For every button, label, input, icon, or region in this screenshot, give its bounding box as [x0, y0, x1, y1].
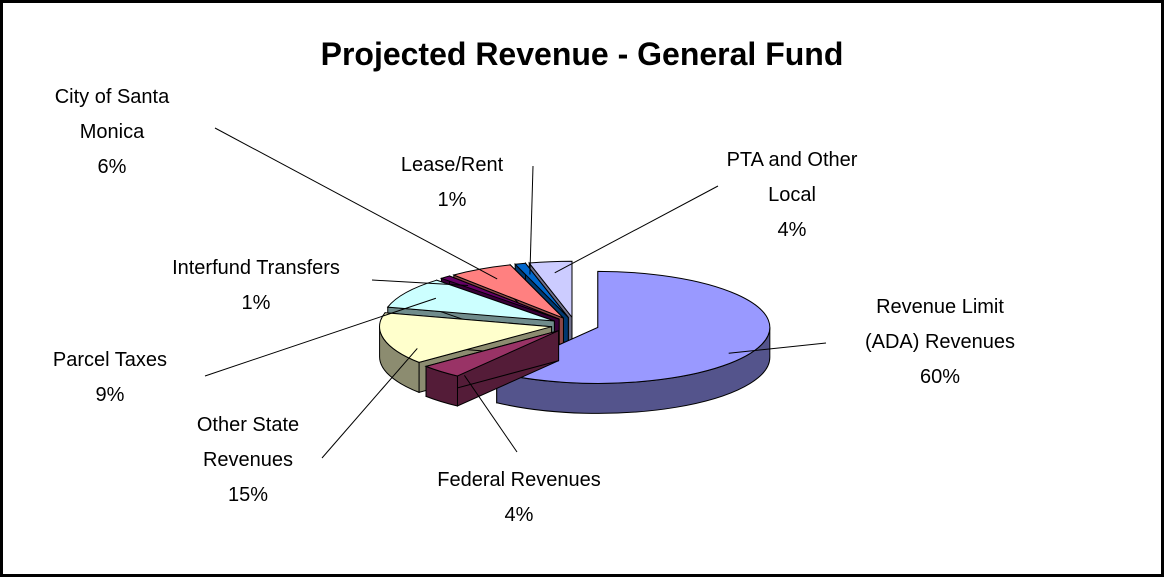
- label-value: 6%: [97, 156, 127, 178]
- label-value: 60%: [919, 366, 961, 388]
- pie: [379, 260, 771, 414]
- label-value: 9%: [95, 384, 125, 406]
- label-value: 4%: [777, 219, 807, 241]
- leader-line: [371, 279, 469, 287]
- slice: [379, 312, 552, 363]
- data-label: Interfund Transfers 1%: [131, 251, 381, 321]
- slice: [424, 330, 559, 377]
- leader-line: [728, 342, 827, 354]
- data-label: Revenue Limit (ADA) Revenues 60%: [855, 290, 1025, 395]
- label-category: Lease/Rent: [400, 154, 504, 176]
- label-value: 15%: [227, 484, 269, 506]
- label-category: City of Santa Monica: [54, 86, 170, 143]
- data-label: Other State Revenues 15%: [178, 408, 318, 513]
- label-value: 1%: [437, 189, 467, 211]
- leader-line: [529, 165, 534, 275]
- leader-line: [321, 348, 418, 459]
- leader-line: [554, 185, 719, 274]
- chart-title: Projected Revenue - General Fund: [320, 36, 844, 72]
- label-value: 4%: [504, 504, 534, 526]
- label-category: Other State Revenues: [196, 414, 300, 471]
- slice: [495, 270, 771, 384]
- label-category: Federal Revenues: [437, 469, 601, 491]
- data-label: City of Santa Monica 6%: [37, 80, 187, 185]
- slice: [514, 262, 569, 318]
- data-label: Federal Revenues 4%: [399, 463, 639, 533]
- data-label: Lease/Rent 1%: [377, 148, 527, 218]
- leader-line: [204, 297, 437, 377]
- leader-line: [214, 127, 498, 280]
- data-label: Parcel Taxes 9%: [35, 343, 185, 413]
- label-category: Interfund Transfers: [172, 257, 340, 279]
- slice: [452, 264, 564, 319]
- label-category: Revenue Limit (ADA) Revenues: [864, 296, 1016, 353]
- slice: [528, 260, 573, 319]
- leader-line: [463, 375, 518, 453]
- slice: [439, 275, 560, 320]
- label-category: PTA and Other Local: [726, 149, 858, 206]
- data-label: PTA and Other Local 4%: [712, 143, 872, 248]
- label-category: Parcel Taxes: [52, 349, 168, 371]
- label-value: 1%: [241, 292, 271, 314]
- slice: [386, 279, 555, 322]
